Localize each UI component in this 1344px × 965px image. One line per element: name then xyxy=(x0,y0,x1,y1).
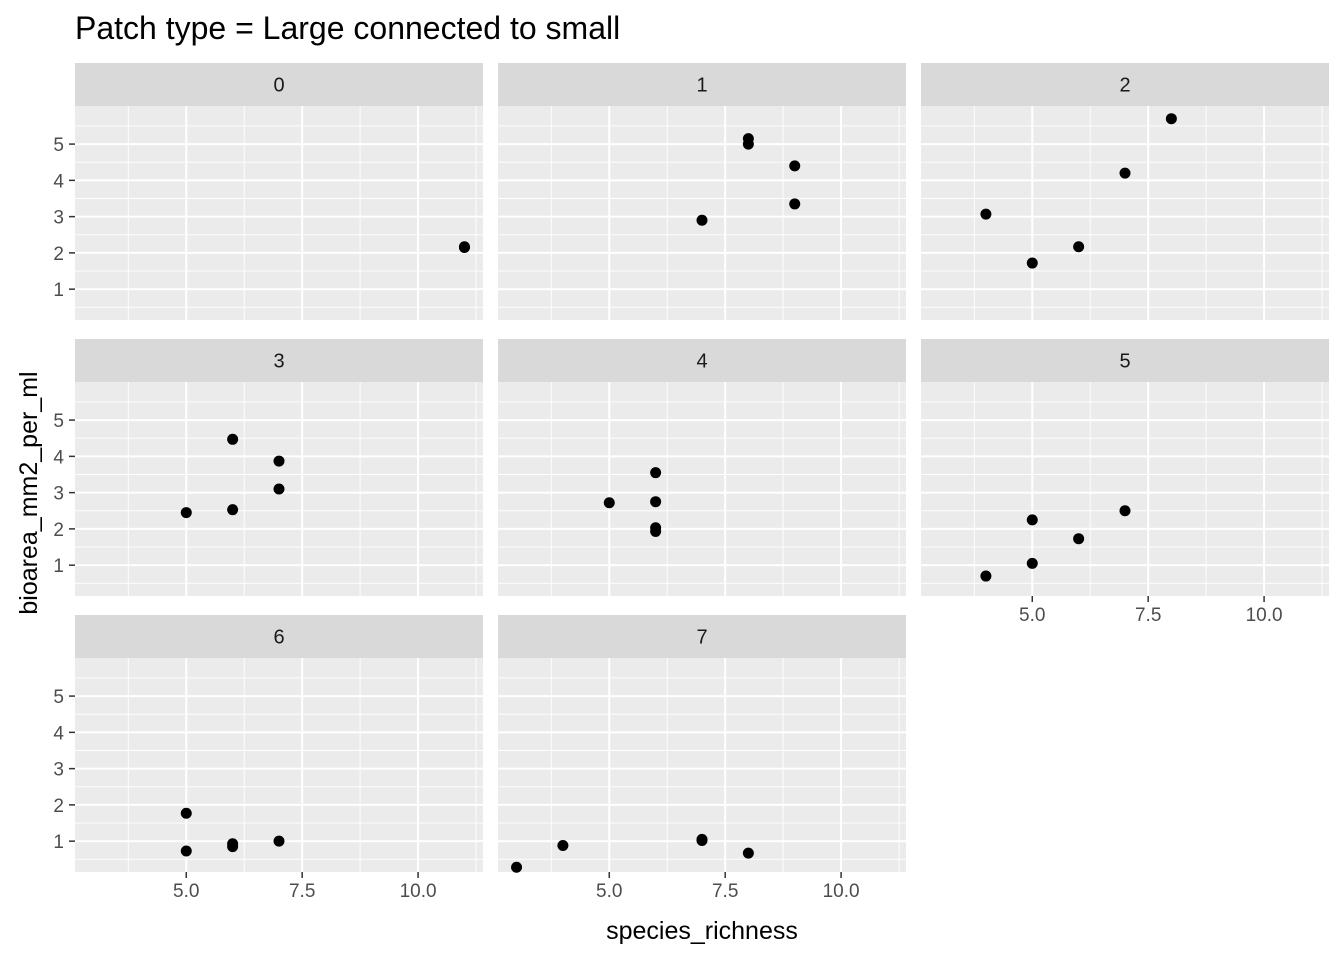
data-point xyxy=(742,133,754,145)
facet-strip-label: 2 xyxy=(1119,75,1130,97)
y-tick-label: 3 xyxy=(53,760,64,781)
facet-panel-1: 1 xyxy=(498,63,906,320)
x-tick-label: 7.5 xyxy=(289,881,315,902)
x-tick-label: 5.0 xyxy=(1019,605,1045,626)
facet-strip-label: 3 xyxy=(273,351,284,373)
data-point xyxy=(180,845,192,857)
panel-background xyxy=(498,106,906,320)
data-point xyxy=(980,208,992,220)
data-point xyxy=(180,807,192,819)
x-tick-label: 10.0 xyxy=(823,881,860,902)
y-tick-label: 4 xyxy=(53,171,64,192)
facet-panel-2: 2 xyxy=(921,63,1329,320)
data-point xyxy=(458,241,470,253)
facet-strip xyxy=(498,339,906,382)
facet-strip xyxy=(498,63,906,106)
facet-strip-label: 5 xyxy=(1119,351,1130,373)
x-tick-label: 5.0 xyxy=(173,881,199,902)
x-tick-label: 7.5 xyxy=(712,881,738,902)
panel-background xyxy=(75,106,483,320)
data-point xyxy=(789,198,801,210)
y-tick-label: 5 xyxy=(53,411,64,432)
facet-strip-label: 6 xyxy=(273,627,284,649)
facet-strip-label: 0 xyxy=(273,75,284,97)
data-point xyxy=(1026,514,1038,526)
data-point xyxy=(603,497,615,509)
data-point xyxy=(789,160,801,172)
y-tick-label: 2 xyxy=(53,520,64,541)
y-tick-label: 3 xyxy=(53,484,64,505)
facet-strip xyxy=(498,615,906,658)
data-point xyxy=(742,847,754,859)
data-point xyxy=(1165,113,1177,125)
y-tick-label: 1 xyxy=(53,556,64,577)
x-tick-label: 5.0 xyxy=(596,881,622,902)
y-tick-label: 1 xyxy=(53,832,64,853)
panel-background xyxy=(498,382,906,596)
y-tick-label: 2 xyxy=(53,244,64,265)
facet-strip-label: 1 xyxy=(696,75,707,97)
data-point xyxy=(273,455,285,467)
data-point xyxy=(1073,533,1085,545)
facet-panel-0: 0 1 2 3 4 5 xyxy=(53,63,483,320)
facet-strip xyxy=(75,63,483,106)
data-point xyxy=(273,835,285,847)
y-tick-label: 4 xyxy=(53,447,64,468)
facet-panel-5: 5 5.0 7.5 10.0 xyxy=(921,339,1329,626)
facet-strip-label: 7 xyxy=(696,627,707,649)
data-point xyxy=(511,861,523,873)
data-point xyxy=(1119,167,1131,179)
data-point xyxy=(1073,241,1085,253)
panel-background xyxy=(921,382,1329,596)
data-point xyxy=(696,834,708,846)
y-tick-label: 3 xyxy=(53,208,64,229)
facet-panel-4: 4 xyxy=(498,339,906,596)
y-axis-title: bioarea_mm2_per_ml xyxy=(15,371,43,614)
data-point xyxy=(227,504,239,516)
x-tick-label: 7.5 xyxy=(1135,605,1161,626)
data-point xyxy=(227,433,239,445)
y-tick-label: 5 xyxy=(53,135,64,156)
data-point xyxy=(1119,505,1131,517)
facet-strip xyxy=(921,63,1329,106)
facet-panel-3: 3 1 2 3 4 5 xyxy=(53,339,483,596)
facet-strip-label: 4 xyxy=(696,351,707,373)
x-tick-label: 10.0 xyxy=(1246,605,1283,626)
data-point xyxy=(650,467,662,479)
x-tick-label: 10.0 xyxy=(400,881,437,902)
data-point xyxy=(650,496,662,508)
data-point xyxy=(1026,557,1038,569)
facet-panel-6: 6 1 2 3 4 5 5.0 7.5 10.0 xyxy=(53,615,483,902)
y-tick-label: 5 xyxy=(53,687,64,708)
x-axis-title: species_richness xyxy=(606,917,798,945)
facet-panels: 0 1 2 3 4 5 1 2 3 1 2 3 4 5 4 5 5.0 7.5 10.0 6 1 2 3 4 5 5.0 7.5 10… xyxy=(53,63,1329,902)
data-point xyxy=(227,841,239,853)
y-tick-label: 4 xyxy=(53,723,64,744)
data-point xyxy=(1026,257,1038,269)
data-point xyxy=(696,214,708,226)
data-point xyxy=(980,570,992,582)
chart-title: Patch type = Large connected to small xyxy=(75,10,620,46)
facet-strip xyxy=(75,339,483,382)
y-tick-label: 1 xyxy=(53,280,64,301)
data-point xyxy=(273,483,285,495)
data-point xyxy=(650,525,662,537)
facet-panel-7: 7 5.0 7.5 10.0 xyxy=(498,615,906,902)
facet-strip xyxy=(75,615,483,658)
y-tick-label: 2 xyxy=(53,796,64,817)
data-point xyxy=(180,507,192,519)
data-point xyxy=(557,840,569,852)
facet-strip xyxy=(921,339,1329,382)
